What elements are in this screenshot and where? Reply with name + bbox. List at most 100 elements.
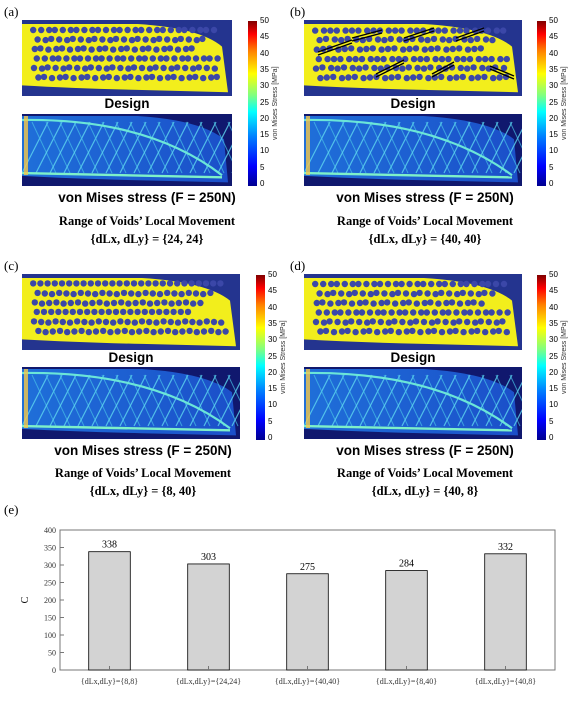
colorbar-tick-label: 10	[549, 400, 558, 410]
void-hole	[471, 280, 478, 288]
stress-line	[359, 121, 387, 174]
stress-line	[189, 121, 217, 174]
void-hole	[74, 299, 82, 306]
stress-line	[143, 121, 169, 174]
void-hole	[106, 55, 113, 62]
stress-line	[513, 409, 522, 427]
void-hole	[416, 289, 423, 297]
void-hole	[374, 328, 381, 336]
void-hole	[443, 46, 450, 53]
void-hole	[364, 319, 371, 326]
void-hole	[186, 327, 193, 335]
stress-line	[401, 121, 429, 174]
void-hole	[479, 64, 486, 72]
void-hole	[81, 318, 88, 326]
void-hole	[464, 318, 471, 326]
bar-value-label: 332	[498, 542, 513, 553]
void-hole	[384, 299, 391, 306]
void-hole	[66, 280, 73, 287]
stress-line	[499, 128, 522, 174]
void-hole	[150, 328, 157, 336]
void-hole	[395, 55, 402, 63]
void-hole	[31, 45, 38, 53]
stress-line	[119, 121, 147, 174]
void-hole	[456, 300, 464, 307]
void-hole	[435, 300, 442, 307]
void-hole	[146, 26, 153, 34]
void-hole	[493, 27, 500, 34]
void-hole	[136, 328, 143, 335]
void-hole	[46, 299, 53, 307]
void-hole	[99, 289, 106, 297]
void-hole	[399, 318, 406, 326]
void-hole	[70, 290, 77, 298]
void-hole	[474, 309, 482, 316]
void-hole	[358, 309, 366, 316]
void-hole	[432, 290, 439, 298]
void-hole	[352, 328, 359, 336]
void-hole	[153, 46, 160, 53]
void-hole	[64, 328, 71, 336]
void-hole	[218, 319, 225, 326]
void-hole	[109, 64, 116, 71]
void-hole	[49, 55, 56, 62]
void-hole	[174, 64, 181, 71]
void-hole	[195, 280, 202, 287]
void-hole	[338, 290, 345, 297]
void-hole	[164, 327, 172, 335]
void-hole	[48, 290, 56, 298]
void-hole	[66, 319, 74, 326]
range-values-a: {dLx, dLy} = {24, 24}	[90, 232, 204, 246]
x-tick-label: {dLx,dLy}={40,40}	[275, 677, 340, 686]
void-hole	[431, 309, 438, 316]
void-hole	[172, 328, 179, 336]
colorbar-tick-label: 15	[549, 130, 558, 140]
stress-line	[443, 374, 471, 427]
void-hole	[102, 26, 110, 34]
void-hole	[413, 27, 420, 34]
void-hole	[38, 65, 46, 72]
void-hole	[170, 73, 177, 81]
stress-line	[345, 374, 373, 427]
void-hole	[174, 280, 181, 287]
stress-line	[73, 121, 99, 174]
void-hole	[149, 290, 156, 297]
void-hole	[349, 280, 356, 288]
stress-line	[31, 374, 57, 427]
void-hole	[92, 55, 100, 62]
void-hole	[38, 300, 46, 307]
x-tick-label: {dLx,dLy}={8,40}	[376, 677, 437, 686]
void-hole	[392, 27, 399, 34]
void-hole	[87, 64, 95, 71]
stress-caption-d: von Mises stress (F = 250N)	[336, 443, 514, 458]
void-hole	[441, 280, 448, 288]
void-hole	[120, 55, 127, 62]
void-hole	[312, 318, 320, 326]
void-hole	[312, 27, 319, 34]
stress-hotspot	[306, 369, 310, 429]
void-hole	[190, 65, 197, 72]
void-hole	[319, 299, 326, 306]
void-hole	[51, 280, 58, 287]
stress-line	[175, 374, 203, 427]
void-hole	[463, 280, 470, 288]
void-hole	[328, 64, 335, 72]
void-hole	[362, 64, 369, 71]
void-hole	[425, 328, 432, 335]
stress-line	[129, 121, 155, 174]
void-hole	[412, 318, 420, 325]
stress-path	[22, 118, 223, 177]
void-hole	[345, 74, 352, 81]
void-hole	[92, 74, 99, 82]
void-hole	[89, 26, 96, 34]
stress-line	[499, 381, 522, 427]
void-hole	[200, 55, 208, 62]
stress-path	[304, 171, 513, 179]
void-hole	[128, 290, 135, 297]
void-hole	[452, 327, 459, 335]
void-hole	[82, 300, 89, 307]
void-hole	[446, 290, 453, 297]
void-hole	[127, 73, 134, 81]
stress-line	[359, 374, 387, 427]
void-hole	[500, 64, 508, 72]
